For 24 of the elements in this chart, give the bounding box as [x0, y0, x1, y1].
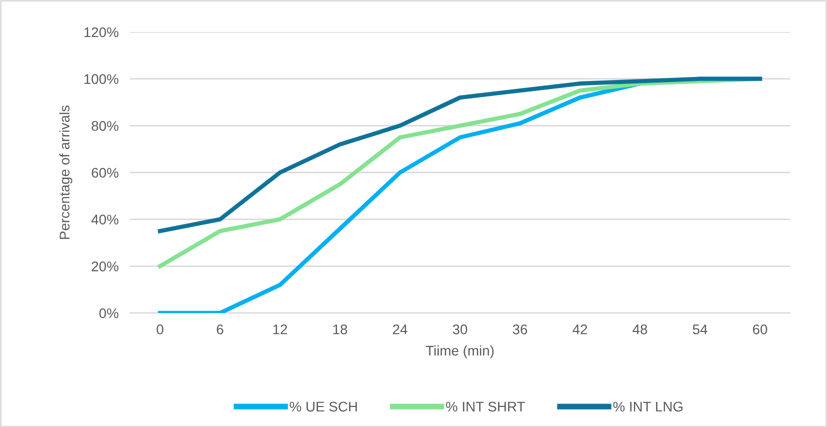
- y-tick-label: 100%: [84, 74, 118, 84]
- x-axis-title: Tiime (min): [426, 345, 494, 358]
- y-tick-label: 40%: [91, 214, 118, 225]
- y-tick-label: 120%: [84, 27, 118, 38]
- x-tick-label: 6: [216, 324, 224, 334]
- x-tick-label: 48: [632, 324, 648, 334]
- y-tick-label: 20%: [92, 262, 118, 272]
- y-tick-label: 60%: [92, 168, 118, 178]
- y-tick-label: 80%: [92, 121, 118, 131]
- x-tick-label: 12: [273, 324, 288, 334]
- x-tick-label: 24: [392, 324, 408, 334]
- y-tick-label: 0%: [99, 308, 118, 318]
- line-series: [158, 76, 762, 234]
- y-axis-title: Percentage of arrivals: [59, 105, 72, 239]
- x-tick-label: 60: [752, 324, 768, 334]
- x-tick-label: 36: [512, 324, 528, 334]
- x-tick-label: 42: [572, 324, 588, 334]
- legend-label: % UE SCH: [290, 402, 357, 412]
- x-tick-label: 0: [156, 324, 164, 334]
- legend-label: % INT SHRT: [446, 402, 525, 412]
- x-tick-label: 30: [452, 324, 468, 334]
- legend-label: % INT LNG: [613, 402, 682, 412]
- x-tick-label: 18: [333, 324, 348, 334]
- x-tick-label: 54: [692, 324, 708, 334]
